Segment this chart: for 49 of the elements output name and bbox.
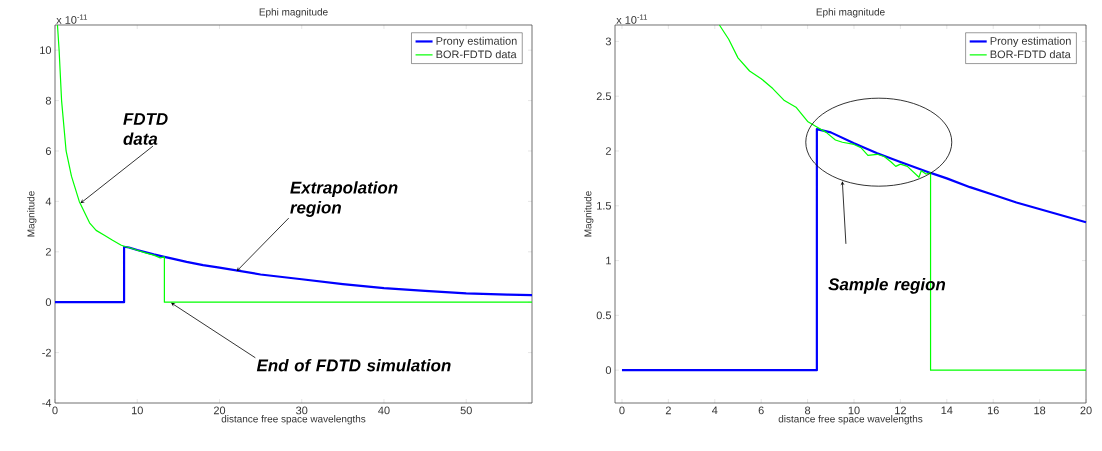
legend-label: BOR-FDTD data	[990, 50, 1071, 59]
x-tick-label: 0	[52, 406, 58, 415]
y-tick-label: 1.5	[597, 201, 612, 210]
x-tick-label: 18	[1034, 406, 1046, 415]
legend-label: Prony estimation	[990, 36, 1071, 47]
x-axis-title: distance free space wavelengths	[778, 415, 923, 425]
x-tick-label: 16	[987, 406, 999, 415]
annotation: FDTD data	[123, 113, 168, 145]
y-tick-label: 8	[45, 96, 51, 105]
x-tick-label: 12	[895, 406, 906, 415]
y-axis-title: Magnitude	[584, 191, 594, 237]
chart-title: Ephi magnitude	[816, 8, 885, 18]
x-tick-label: 0	[619, 406, 625, 415]
y-tick-label: 1	[606, 256, 611, 265]
x-tick-label: 20	[1080, 406, 1092, 415]
x-tick-label: 10	[131, 406, 143, 415]
x-tick-label: 4	[711, 406, 718, 415]
y-tick-label: -2	[42, 348, 51, 357]
text: x 10$^{-11}$	[56, 14, 88, 24]
line-series	[56, 24, 533, 303]
y-tick-label: 4	[45, 197, 52, 206]
y-tick-label: 2	[605, 147, 611, 155]
y-axis-title: Magnitude	[27, 191, 37, 237]
x-tick-label: 50	[460, 406, 472, 415]
x-tick-label: 40	[378, 406, 390, 415]
x-tick-label: 8	[805, 406, 811, 415]
legend-label: Prony estimation	[436, 36, 517, 47]
x-tick-label: 20	[213, 406, 226, 415]
legend-label: BOR-FDTD data	[436, 50, 517, 59]
y-tick-label: 10	[40, 46, 52, 55]
x-axis-title: distance free space wavelengths	[221, 415, 366, 425]
x-tick-label: 6	[758, 406, 764, 415]
y-tick-label: 3	[605, 37, 611, 46]
x-tick-label: 10	[848, 406, 860, 415]
text: x 10$^{-11}$	[616, 14, 648, 24]
x-tick-label: 2	[665, 406, 671, 415]
line-series	[53, 245, 534, 304]
y-tick-label: -4	[42, 399, 52, 407]
x-tick-label: 30	[296, 406, 308, 415]
y-tick-label: 2.5	[596, 92, 612, 101]
annotation: End of FDTD simulation	[256, 358, 451, 372]
chart-title: Ephi magnitude	[259, 8, 328, 18]
annotation: Extrapolation region	[290, 181, 398, 217]
y-tick-label: 0.5	[596, 311, 612, 320]
y-tick-label: 0	[45, 298, 52, 307]
y-tick-label: 2	[45, 247, 51, 256]
y-tick-label: 6	[45, 147, 51, 155]
x-tick-label: 14	[941, 406, 953, 415]
y-tick-label: 0	[605, 366, 612, 375]
